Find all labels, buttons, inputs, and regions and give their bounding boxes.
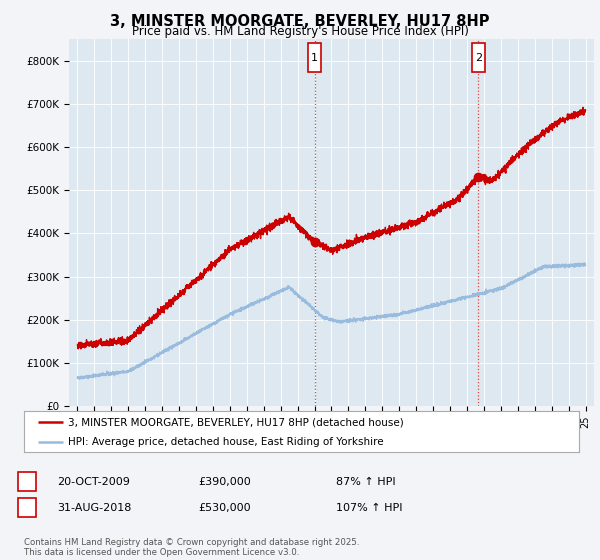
Text: 31-AUG-2018: 31-AUG-2018 <box>57 503 131 513</box>
Text: Price paid vs. HM Land Registry's House Price Index (HPI): Price paid vs. HM Land Registry's House … <box>131 25 469 38</box>
Text: 2: 2 <box>475 53 482 63</box>
Text: £530,000: £530,000 <box>198 503 251 513</box>
FancyBboxPatch shape <box>472 43 485 72</box>
Text: Contains HM Land Registry data © Crown copyright and database right 2025.
This d: Contains HM Land Registry data © Crown c… <box>24 538 359 557</box>
Text: 2: 2 <box>23 503 31 513</box>
Text: 20-OCT-2009: 20-OCT-2009 <box>57 477 130 487</box>
Text: £390,000: £390,000 <box>198 477 251 487</box>
Text: 1: 1 <box>311 53 318 63</box>
Text: 3, MINSTER MOORGATE, BEVERLEY, HU17 8HP (detached house): 3, MINSTER MOORGATE, BEVERLEY, HU17 8HP … <box>68 418 404 427</box>
Text: HPI: Average price, detached house, East Riding of Yorkshire: HPI: Average price, detached house, East… <box>68 437 384 447</box>
Text: 3, MINSTER MOORGATE, BEVERLEY, HU17 8HP: 3, MINSTER MOORGATE, BEVERLEY, HU17 8HP <box>110 14 490 29</box>
Text: 107% ↑ HPI: 107% ↑ HPI <box>336 503 403 513</box>
Text: 1: 1 <box>23 477 31 487</box>
Text: 87% ↑ HPI: 87% ↑ HPI <box>336 477 395 487</box>
FancyBboxPatch shape <box>308 43 321 72</box>
